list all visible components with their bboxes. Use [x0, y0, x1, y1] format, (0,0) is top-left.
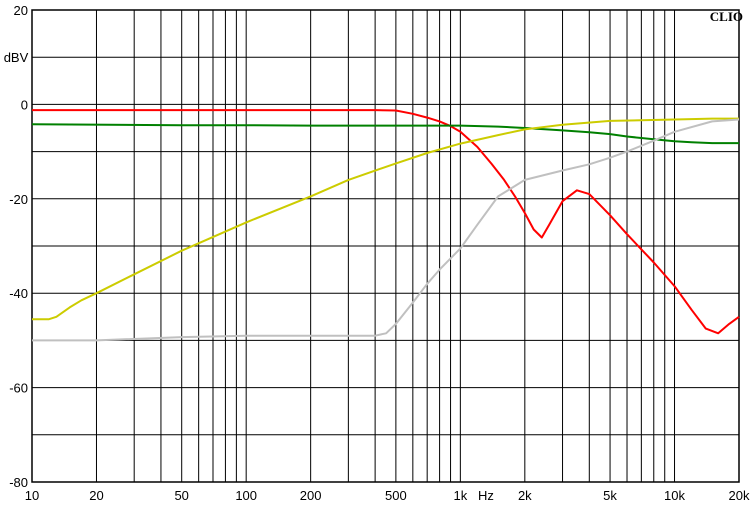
- x-tick-label: 20k: [729, 488, 750, 503]
- y-tick-label: -40: [9, 286, 28, 301]
- y-tick-label: 20: [14, 3, 28, 18]
- y-tick-label: 0: [21, 97, 28, 112]
- x-axis-label: Hz: [478, 488, 494, 503]
- x-tick-label: 10: [25, 488, 39, 503]
- y-tick-label: -20: [9, 192, 28, 207]
- x-tick-label: 500: [385, 488, 407, 503]
- tick-labels: 10 20 50 100 200 500 1k 2k 5k 10k 20k200-20-40-60-…: [9, 3, 750, 503]
- x-tick-label: 50: [174, 488, 188, 503]
- y-axis-label: dBV: [4, 50, 29, 65]
- x-tick-label: 1k: [453, 488, 467, 503]
- series-line-3: [32, 117, 739, 321]
- brand-label: CLIO: [710, 9, 743, 24]
- x-tick-label: 20: [89, 488, 103, 503]
- grid: [32, 10, 739, 482]
- series-line-4: [32, 118, 740, 342]
- x-tick-label: 100: [235, 488, 257, 503]
- x-tick-label: 10k: [664, 488, 685, 503]
- y-tick-label: -60: [9, 381, 28, 396]
- x-tick-label: 2k: [518, 488, 532, 503]
- series-group: [31, 109, 740, 342]
- series-line-1: [32, 109, 740, 335]
- y-tick-label: -80: [9, 475, 28, 490]
- x-tick-label: 200: [300, 488, 322, 503]
- plot-frame: [31, 9, 740, 483]
- series-line-2: [31, 123, 739, 145]
- x-tick-label: 5k: [603, 488, 617, 503]
